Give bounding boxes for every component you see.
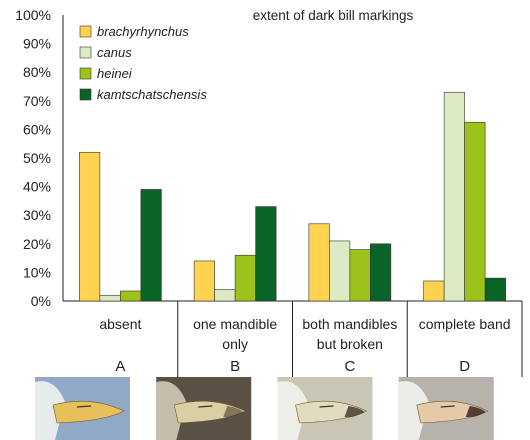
- bar-brachyrhynchus-B: [193, 260, 215, 302]
- bar-heinei-D: [464, 121, 486, 302]
- legend-label-brachyrhynchus: brachyrhynchus: [97, 24, 189, 39]
- legend-label-canus: canus: [97, 45, 132, 60]
- y-tick-label: 70%: [23, 93, 51, 109]
- bar-brachyrhynchus-D: [423, 280, 445, 302]
- category-label: but broken: [317, 336, 383, 352]
- bar-heinei-B: [234, 254, 256, 302]
- legend-label-heinei: heinei: [97, 66, 133, 81]
- bar-canus-B: [214, 289, 236, 302]
- category-label: complete band: [419, 316, 511, 332]
- category-letter: B: [230, 358, 240, 375]
- bill-photo-b-icon: [156, 377, 252, 440]
- legend-swatch-heinei: [79, 67, 92, 80]
- y-tick-label: 30%: [23, 207, 51, 223]
- y-tick-label: 100%: [15, 7, 51, 23]
- y-tick-label: 60%: [23, 121, 51, 137]
- bar-kamtschatschensis-D: [484, 277, 506, 302]
- category-label: one mandible: [193, 316, 277, 332]
- legend-swatch-canus: [79, 46, 92, 59]
- bill-photo-d-icon: [398, 377, 494, 440]
- category-label: both mandibles: [302, 316, 397, 332]
- bar-heinei-C: [349, 249, 371, 302]
- bar-canus-C: [329, 240, 351, 302]
- y-tick-label: 80%: [23, 64, 51, 80]
- bar-kamtschatschensis-B: [255, 206, 277, 302]
- chart-title: extent of dark bill markings: [253, 8, 414, 23]
- bill-photo-c-icon: [277, 377, 373, 440]
- category-label: only: [222, 336, 248, 352]
- bill-photo-a-icon: [35, 377, 130, 440]
- y-tick-label: 0%: [31, 293, 51, 309]
- bar-kamtschatschensis-C: [370, 243, 392, 302]
- bar-brachyrhynchus-A: [79, 151, 101, 302]
- bar-brachyrhynchus-C: [308, 223, 330, 302]
- legend-swatch-brachyrhynchus: [79, 25, 92, 38]
- y-tick-label: 40%: [23, 179, 51, 195]
- category-letter: D: [459, 358, 470, 375]
- y-tick-label: 20%: [23, 236, 51, 252]
- bar-canus-D: [443, 91, 465, 302]
- category-letter: C: [344, 358, 355, 375]
- y-tick-label: 50%: [23, 150, 51, 166]
- bar-heinei-A: [120, 290, 142, 302]
- legend-swatch-kamtschatschensis: [79, 88, 92, 101]
- category-letter: A: [115, 358, 125, 375]
- y-tick-label: 90%: [23, 36, 51, 52]
- category-label: absent: [99, 316, 141, 332]
- bar-kamtschatschensis-A: [140, 189, 162, 302]
- y-tick-label: 10%: [23, 264, 51, 280]
- bar-canus-A: [99, 294, 121, 302]
- legend-label-kamtschatschensis: kamtschatschensis: [97, 87, 207, 102]
